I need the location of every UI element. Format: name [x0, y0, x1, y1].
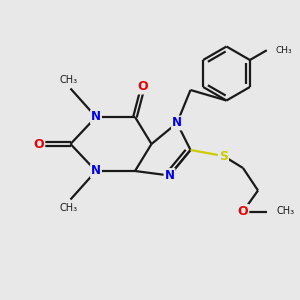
Text: N: N — [172, 116, 182, 130]
Text: CH₃: CH₃ — [60, 203, 78, 213]
Text: O: O — [238, 205, 248, 218]
Text: CH₃: CH₃ — [277, 206, 295, 217]
Text: S: S — [219, 149, 228, 163]
Text: N: N — [91, 110, 101, 124]
Text: CH₃: CH₃ — [275, 46, 292, 55]
Text: CH₃: CH₃ — [60, 75, 78, 85]
Text: O: O — [137, 80, 148, 94]
Text: N: N — [164, 169, 175, 182]
Text: N: N — [91, 164, 101, 178]
Text: O: O — [34, 137, 44, 151]
